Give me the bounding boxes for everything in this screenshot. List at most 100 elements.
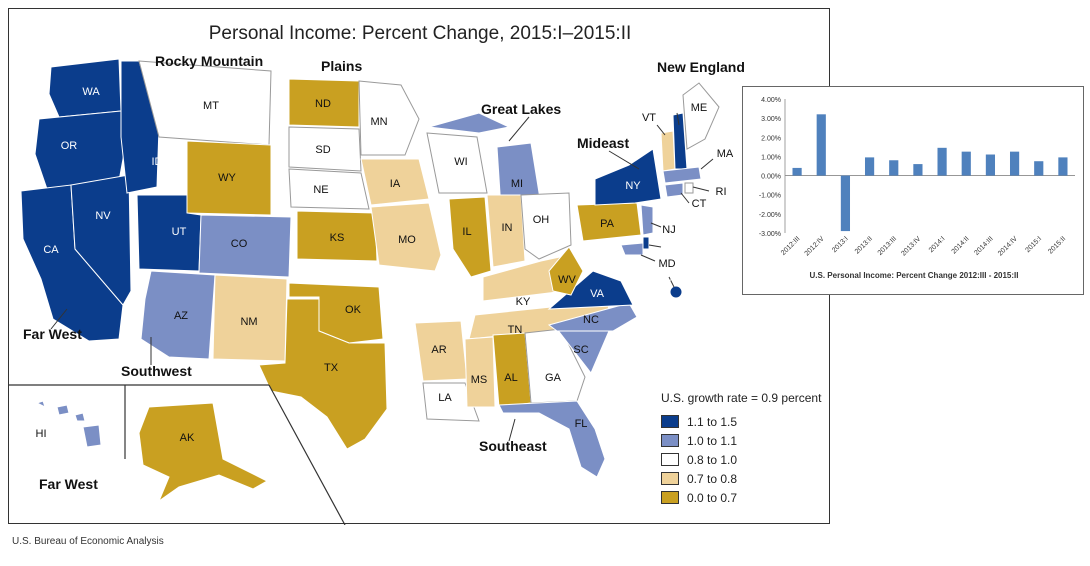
- y-tick-label: 0.00%: [761, 174, 781, 181]
- state-MO: [370, 202, 442, 272]
- bar-2013-IV: [913, 164, 923, 176]
- state-label: ID: [152, 156, 163, 168]
- state-label: NJ: [662, 224, 675, 236]
- y-tick-label: 3.00%: [761, 116, 781, 123]
- state-MN: [358, 80, 420, 156]
- state-MI-upper: [428, 112, 511, 134]
- state-label: MS: [471, 374, 488, 386]
- us-map: WA OR CA NV ID MT WY UT CO AZ NM OK TX N…: [9, 58, 734, 525]
- leader-md: [640, 254, 656, 262]
- legend-title: U.S. growth rate = 0.9 percent: [661, 391, 822, 405]
- region-label-new-england: New England: [657, 59, 745, 75]
- state-VA: [547, 270, 634, 310]
- y-tick-label: -3.00%: [759, 231, 781, 238]
- state-label: DE: [663, 242, 678, 254]
- state-NY: [594, 148, 662, 206]
- state-NV: [70, 174, 132, 306]
- state-label: UT: [172, 226, 187, 238]
- state-WY: [186, 140, 272, 216]
- x-tick-label: 2012:III: [780, 235, 802, 257]
- inset-bar-chart: 4.00% 3.00% 2.00% 1.00% 0.00% -1.00% -2.00% -3.…: [742, 86, 1084, 295]
- state-label: IA: [390, 178, 401, 190]
- state-MD: [620, 242, 644, 256]
- state-label: AK: [180, 432, 195, 444]
- region-label-plains: Plains: [321, 58, 363, 74]
- source-credit: U.S. Bureau of Economic Analysis: [12, 536, 164, 547]
- x-tick-label: 2014:IV: [997, 235, 1019, 257]
- state-MA: [662, 166, 702, 184]
- map-legend: U.S. growth rate = 0.9 percent 1.1 to 1.…: [661, 391, 831, 507]
- state-label: WA: [82, 86, 100, 98]
- state-AL: [492, 332, 532, 408]
- state-label: DC: [665, 272, 681, 284]
- state-NE: [288, 168, 370, 210]
- legend-item: 1.1 to 1.5: [661, 412, 831, 431]
- state-label: AZ: [174, 310, 188, 322]
- bar-2015-II: [1058, 157, 1068, 176]
- leader-nh: [676, 112, 680, 126]
- leader-southeast: [508, 418, 516, 442]
- y-tick-label: 1.00%: [761, 154, 781, 161]
- legend-item: 0.8 to 1.0: [661, 450, 831, 469]
- region-label-far-west-inset: Far West: [39, 476, 98, 492]
- state-label: CA: [43, 244, 59, 256]
- x-tick-label: 2015:II: [1047, 235, 1067, 255]
- region-label-great-lakes: Great Lakes: [481, 101, 562, 117]
- state-label: SD: [315, 144, 330, 156]
- state-ME: [682, 82, 720, 150]
- state-CT: [664, 182, 684, 198]
- state-label: MT: [203, 100, 219, 112]
- legend-label: 0.7 to 0.8: [687, 471, 738, 486]
- bar-chart-svg: 4.00% 3.00% 2.00% 1.00% 0.00% -1.00% -2.00% -3.…: [759, 97, 1075, 257]
- state-IA: [360, 158, 430, 206]
- leader-vt: [656, 124, 666, 136]
- state-label: MO: [398, 234, 416, 246]
- state-label: VT: [642, 112, 656, 124]
- state-label: NC: [583, 314, 599, 326]
- state-label: WY: [218, 172, 236, 184]
- leader-ct: [680, 192, 690, 204]
- legend-label: 0.8 to 1.0: [687, 452, 738, 467]
- leader-nj: [650, 222, 662, 228]
- state-label: HI: [36, 428, 47, 440]
- state-label: KS: [330, 232, 345, 244]
- state-label: KY: [516, 296, 531, 308]
- legend-swatch: [661, 453, 679, 466]
- state-label: AL: [504, 372, 517, 384]
- leader-ma: [700, 158, 714, 170]
- state-label: OK: [345, 304, 362, 316]
- leader-great-lakes: [508, 116, 530, 142]
- region-label-far-west: Far West: [23, 326, 82, 342]
- state-label: NH: [663, 96, 679, 108]
- state-label: NV: [95, 210, 111, 222]
- bar-2014-IV: [1009, 151, 1020, 176]
- state-WI: [426, 132, 488, 194]
- bar-2013-III: [889, 160, 899, 176]
- y-tick-label: -1.00%: [759, 193, 781, 200]
- state-TX: [258, 298, 388, 450]
- x-tick-label: 2014:III: [973, 235, 995, 257]
- state-label: SC: [573, 344, 588, 356]
- bar-2014-III: [985, 154, 996, 176]
- y-tick-label: -2.00%: [759, 212, 781, 219]
- x-tick-label: 2014:II: [951, 235, 971, 255]
- bar-2012-IV: [816, 114, 826, 176]
- state-label: WV: [558, 274, 576, 286]
- legend-item: 0.7 to 0.8: [661, 469, 831, 488]
- x-tick-label: 2012:IV: [804, 235, 826, 257]
- state-LA: [422, 382, 480, 422]
- state-IN: [486, 194, 526, 268]
- state-label: FL: [575, 418, 588, 430]
- state-NC: [547, 302, 638, 332]
- state-label: LA: [438, 392, 452, 404]
- x-tick-label: 2014:I: [928, 235, 947, 254]
- state-WV: [548, 246, 584, 296]
- legend-label: 1.0 to 1.1: [687, 433, 738, 448]
- state-DC: [669, 285, 683, 299]
- state-label: ND: [315, 98, 331, 110]
- bar-2013-II: [864, 157, 875, 176]
- state-label: OH: [533, 214, 550, 226]
- state-label: CO: [231, 238, 248, 250]
- state-label: NY: [625, 180, 641, 192]
- state-label: PA: [600, 218, 615, 230]
